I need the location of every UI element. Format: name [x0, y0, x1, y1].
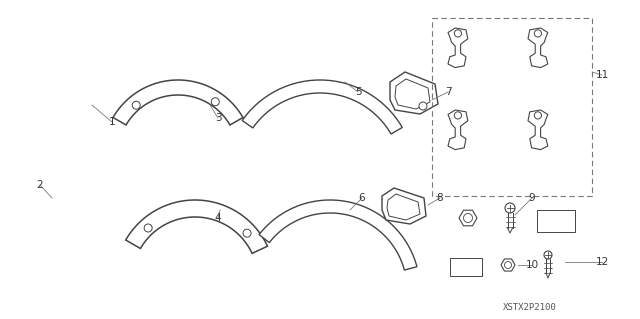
Text: 4: 4: [214, 213, 221, 223]
Circle shape: [534, 30, 541, 37]
Circle shape: [463, 213, 472, 222]
Polygon shape: [528, 28, 548, 68]
Circle shape: [504, 262, 511, 269]
Polygon shape: [448, 110, 468, 150]
Text: 7: 7: [445, 87, 451, 97]
Circle shape: [132, 101, 140, 109]
Circle shape: [144, 224, 152, 232]
Bar: [432, 18, 592, 196]
Circle shape: [534, 112, 541, 119]
Polygon shape: [242, 80, 403, 134]
Polygon shape: [113, 80, 243, 125]
Text: 6: 6: [358, 193, 365, 203]
Text: 9: 9: [529, 193, 535, 203]
Polygon shape: [395, 79, 430, 109]
Text: 2: 2: [36, 180, 44, 190]
Circle shape: [243, 229, 251, 237]
Circle shape: [454, 112, 461, 119]
Polygon shape: [459, 210, 477, 226]
Text: 1: 1: [109, 117, 115, 127]
Polygon shape: [528, 110, 548, 150]
Bar: [537, 210, 575, 232]
Circle shape: [211, 98, 220, 106]
Text: 12: 12: [595, 257, 609, 267]
Circle shape: [419, 102, 427, 110]
Text: 5: 5: [355, 87, 362, 97]
Polygon shape: [125, 200, 268, 253]
Circle shape: [505, 203, 515, 213]
Text: 10: 10: [525, 260, 539, 270]
Circle shape: [454, 30, 461, 37]
Bar: [450, 258, 482, 276]
Circle shape: [544, 251, 552, 259]
Polygon shape: [501, 259, 515, 271]
Polygon shape: [382, 188, 426, 224]
Polygon shape: [259, 200, 417, 270]
Text: 8: 8: [436, 193, 444, 203]
Text: 3: 3: [214, 113, 221, 123]
Text: 11: 11: [595, 70, 609, 80]
Text: XSTX2P2100: XSTX2P2100: [503, 303, 557, 313]
Polygon shape: [448, 28, 468, 68]
Polygon shape: [390, 72, 438, 114]
Polygon shape: [387, 194, 420, 220]
